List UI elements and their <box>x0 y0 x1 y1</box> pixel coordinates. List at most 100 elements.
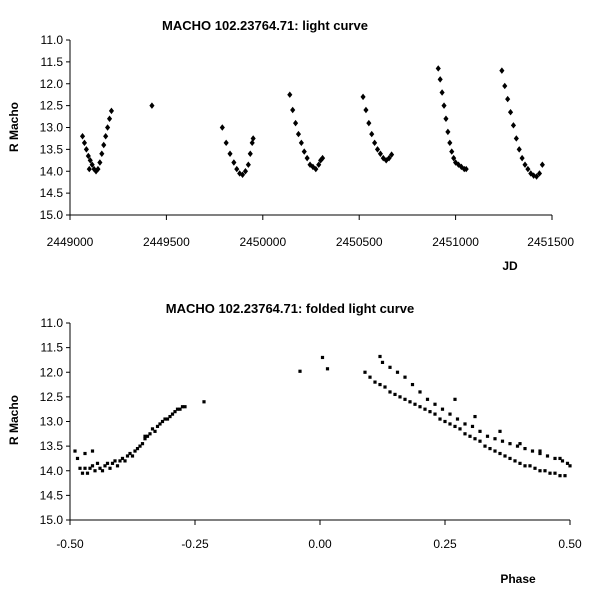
data-point <box>451 154 457 162</box>
data-point <box>97 159 103 166</box>
x-tick-label: 2450000 <box>239 235 286 249</box>
x-tick-label: 2449500 <box>143 235 190 249</box>
data-point <box>123 459 127 463</box>
y-tick-label: 13.0 <box>40 121 64 135</box>
chart-title: MACHO 102.23764.71: folded light curve <box>166 301 415 316</box>
data-point <box>307 161 313 168</box>
data-point <box>287 91 293 98</box>
data-point <box>393 392 397 397</box>
data-point <box>485 434 490 438</box>
data-point <box>105 461 110 465</box>
data-point <box>374 146 381 153</box>
data-point <box>120 456 125 461</box>
data-point <box>85 152 91 160</box>
data-point <box>448 422 452 426</box>
chart-title: MACHO 102.23764.71: light curve <box>162 18 368 33</box>
data-point <box>458 427 462 431</box>
data-point <box>85 471 90 475</box>
data-point <box>455 417 460 421</box>
data-point <box>553 471 557 475</box>
data-point <box>175 407 180 411</box>
data-point <box>90 449 95 453</box>
data-point <box>83 451 87 456</box>
data-point <box>453 397 457 401</box>
data-point <box>510 122 516 129</box>
data-point <box>508 456 512 461</box>
x-tick-label: 2451500 <box>527 235 574 249</box>
data-point <box>493 449 497 453</box>
y-tick-label: 11.0 <box>41 316 64 330</box>
y-tick-label: 14.5 <box>40 488 64 502</box>
data-point <box>115 464 120 468</box>
data-point <box>93 168 99 175</box>
data-point <box>478 429 482 433</box>
data-point <box>470 424 475 429</box>
data-point <box>93 469 97 473</box>
data-point <box>153 429 157 433</box>
data-point <box>558 474 562 478</box>
data-point <box>425 397 430 401</box>
data-point <box>428 410 432 414</box>
data-point <box>522 161 528 168</box>
data-point <box>503 454 507 458</box>
data-point <box>219 124 225 131</box>
x-tick-label: -0.50 <box>56 537 84 551</box>
data-point <box>79 133 86 140</box>
data-point <box>493 437 497 441</box>
data-point <box>149 102 155 109</box>
data-point <box>463 165 469 173</box>
data-point <box>548 471 552 475</box>
y-tick-label: 12.5 <box>40 390 64 404</box>
data-point <box>505 95 511 103</box>
data-point <box>88 466 92 470</box>
data-point <box>453 159 459 166</box>
data-point <box>523 446 527 451</box>
data-point <box>539 161 545 168</box>
data-point <box>408 400 412 404</box>
data-point <box>247 150 253 157</box>
data-point <box>310 163 316 171</box>
folded-light-curve-chart: MACHO 102.23764.71: folded light curve P… <box>7 301 582 586</box>
data-point <box>383 385 387 389</box>
data-point <box>163 417 167 421</box>
data-point <box>488 446 492 451</box>
y-axis-label: R Macho <box>7 395 21 445</box>
data-point <box>500 439 505 443</box>
y-tick-label: 15.0 <box>40 513 64 527</box>
data-point <box>293 119 299 127</box>
data-point <box>178 407 182 411</box>
data-point <box>435 65 441 72</box>
data-point <box>455 161 462 168</box>
data-point <box>298 369 302 373</box>
light-curve-chart: MACHO 102.23764.71: light curve JD R Mac… <box>7 18 574 273</box>
data-point <box>202 400 206 404</box>
data-point <box>301 148 307 155</box>
data-point <box>516 146 522 153</box>
y-tick-label: 11.0 <box>41 33 64 47</box>
data-point <box>533 466 537 470</box>
y-axis-label: R Macho <box>7 102 21 152</box>
data-point <box>528 464 532 468</box>
y-tick-label: 12.0 <box>40 77 64 91</box>
data-point <box>231 159 237 166</box>
y-tick-label: 11.5 <box>41 55 64 69</box>
data-point <box>108 107 115 115</box>
data-point <box>403 375 407 379</box>
data-point <box>473 414 477 419</box>
data-point <box>388 390 392 394</box>
data-point <box>78 466 82 470</box>
data-point <box>413 402 417 406</box>
data-point <box>515 444 520 448</box>
data-point <box>83 146 89 153</box>
data-point <box>160 419 165 424</box>
data-point <box>363 106 369 114</box>
data-point <box>81 139 88 147</box>
data-point <box>369 130 375 138</box>
data-point <box>242 168 249 175</box>
data-point <box>388 365 392 369</box>
data-point <box>143 437 147 441</box>
data-point <box>103 133 109 140</box>
data-point <box>295 130 302 138</box>
y-tick-label: 14.5 <box>40 186 64 200</box>
